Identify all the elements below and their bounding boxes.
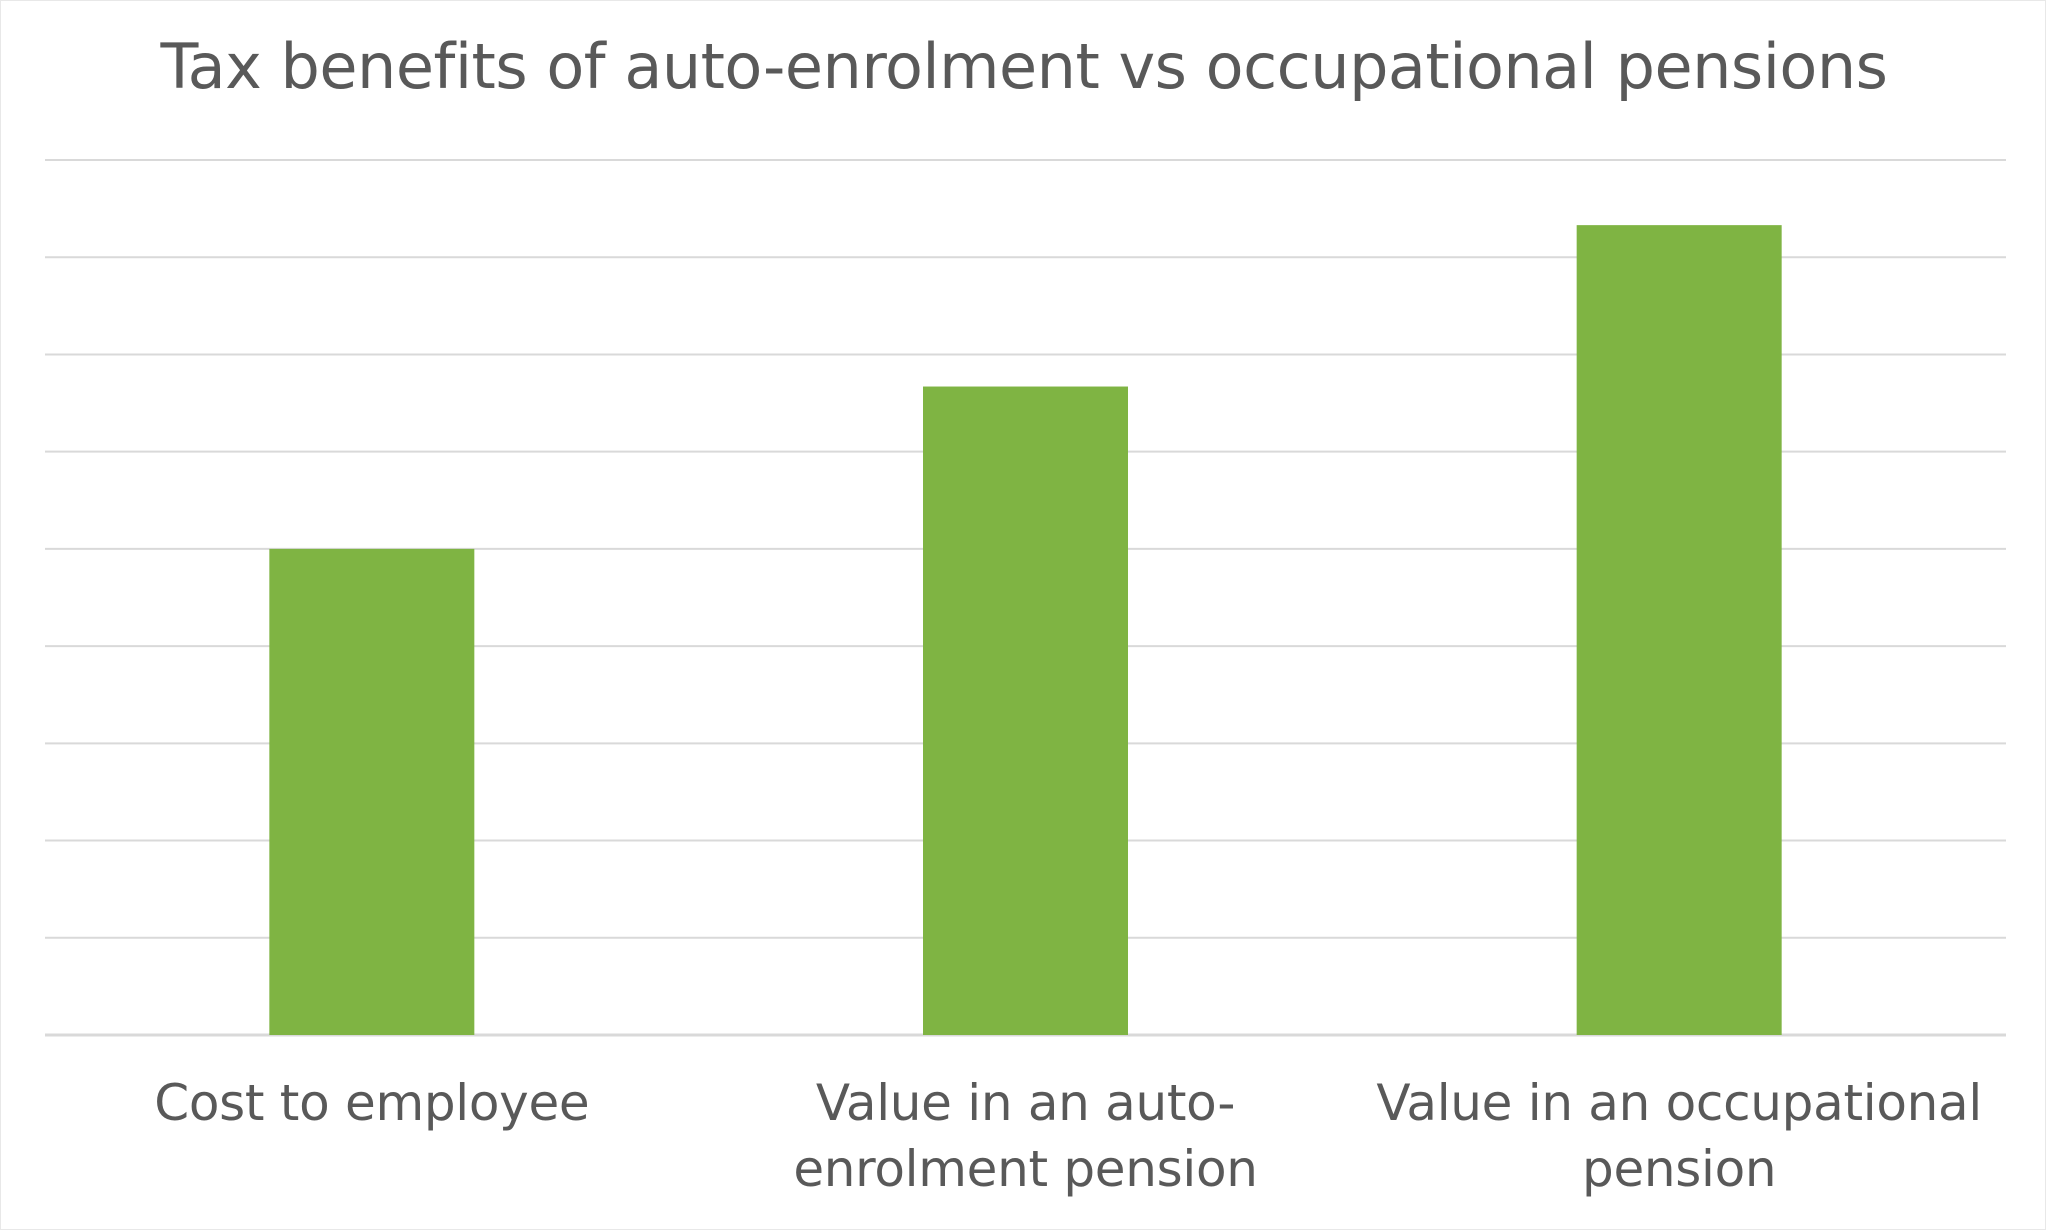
bar-1 [269,548,475,1035]
bar-2 [923,386,1128,1035]
bar-3 [1576,225,1782,1035]
x-tick-label: Value in an occupational pension [1376,1074,1982,1198]
chart-title: Tax benefits of auto-enrolment vs occupa… [160,30,1888,103]
bars [269,225,1782,1035]
x-tick-label: Cost to employee [154,1074,590,1132]
x-tick-label: Value in an auto-enrolment pension [793,1074,1258,1198]
